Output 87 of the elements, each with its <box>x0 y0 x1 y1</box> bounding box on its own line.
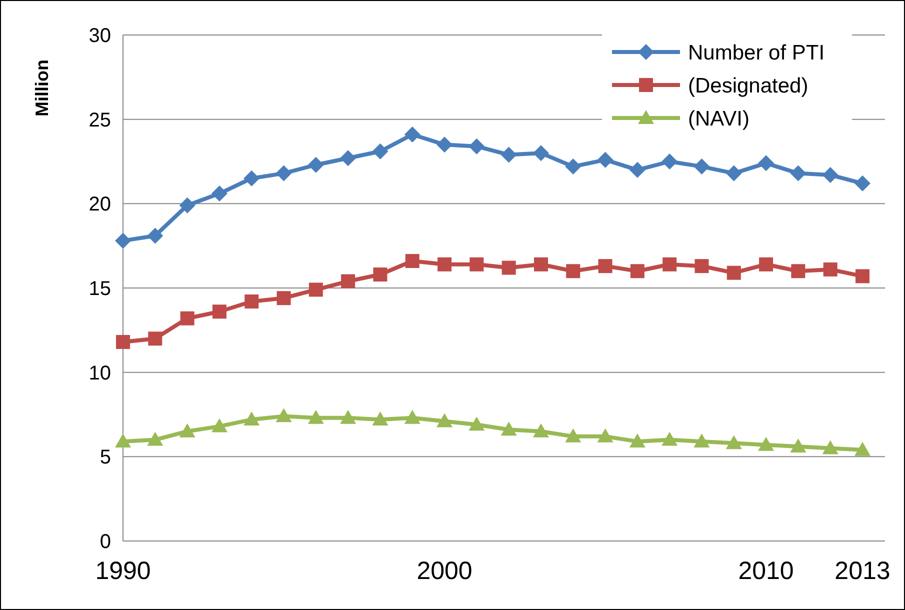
point <box>565 428 582 442</box>
x-tick-label: 2000 <box>416 557 472 585</box>
y-tick-label: 30 <box>88 25 111 47</box>
point <box>147 432 164 446</box>
point <box>180 311 194 326</box>
point <box>854 442 870 456</box>
point <box>822 440 838 454</box>
point <box>470 257 484 272</box>
point <box>532 423 549 438</box>
point <box>502 260 516 275</box>
point <box>468 138 485 154</box>
point <box>694 259 709 274</box>
point <box>597 152 614 168</box>
point <box>436 136 453 153</box>
point <box>662 154 678 170</box>
point <box>436 413 453 428</box>
x-tick-label: 2010 <box>738 557 794 585</box>
point <box>212 304 226 319</box>
point <box>211 418 228 432</box>
y-tick-label: 20 <box>88 194 111 216</box>
y-tick-label: 25 <box>88 109 111 132</box>
point <box>116 334 130 349</box>
point <box>341 274 356 288</box>
point <box>758 436 774 451</box>
point <box>244 412 260 426</box>
point <box>855 269 870 284</box>
y-tick-label: 15 <box>88 278 111 300</box>
legend-label: Number of PTI <box>688 41 825 64</box>
point <box>597 428 614 442</box>
point <box>115 433 131 448</box>
point <box>854 175 870 192</box>
legend-label: (NAVI) <box>688 107 750 130</box>
point <box>791 264 806 278</box>
x-tick-label: 2013 <box>834 557 890 585</box>
y-tick-label: 10 <box>88 362 111 384</box>
point <box>147 228 164 244</box>
y-axis-title: Million <box>32 60 52 116</box>
point <box>500 146 517 163</box>
point <box>372 143 388 160</box>
point <box>629 162 646 178</box>
point <box>790 165 806 182</box>
point <box>823 262 838 276</box>
legend-label: (Designated) <box>688 74 808 98</box>
point <box>500 422 517 436</box>
point <box>694 158 710 175</box>
y-tick-label: 0 <box>100 531 111 553</box>
point <box>662 432 678 446</box>
point <box>148 332 162 346</box>
point <box>438 257 452 272</box>
x-tick-label: 1990 <box>95 557 151 585</box>
point <box>244 170 260 186</box>
point <box>276 408 292 422</box>
point <box>726 266 741 280</box>
point <box>211 186 228 202</box>
point <box>404 126 420 143</box>
point <box>726 435 742 450</box>
point <box>468 416 485 431</box>
point <box>405 254 420 268</box>
point <box>404 410 420 424</box>
point <box>630 264 644 278</box>
point <box>340 150 356 166</box>
point <box>565 158 582 175</box>
point <box>662 257 677 272</box>
point <box>759 257 774 272</box>
point <box>726 165 742 182</box>
point <box>566 264 580 278</box>
point <box>822 166 838 183</box>
point <box>694 433 710 448</box>
y-tick-label: 5 <box>100 446 111 469</box>
point <box>372 412 388 426</box>
point <box>276 165 292 182</box>
point <box>629 433 646 448</box>
point <box>308 282 323 297</box>
point <box>532 145 549 162</box>
point <box>308 410 324 424</box>
point <box>115 232 131 249</box>
point <box>179 423 196 438</box>
point <box>340 410 356 424</box>
point <box>598 259 612 274</box>
point <box>790 438 806 453</box>
point <box>534 257 548 272</box>
point <box>758 155 774 172</box>
point <box>373 268 388 282</box>
point <box>308 156 324 173</box>
point <box>276 291 291 306</box>
point <box>244 294 259 308</box>
point <box>179 197 196 214</box>
